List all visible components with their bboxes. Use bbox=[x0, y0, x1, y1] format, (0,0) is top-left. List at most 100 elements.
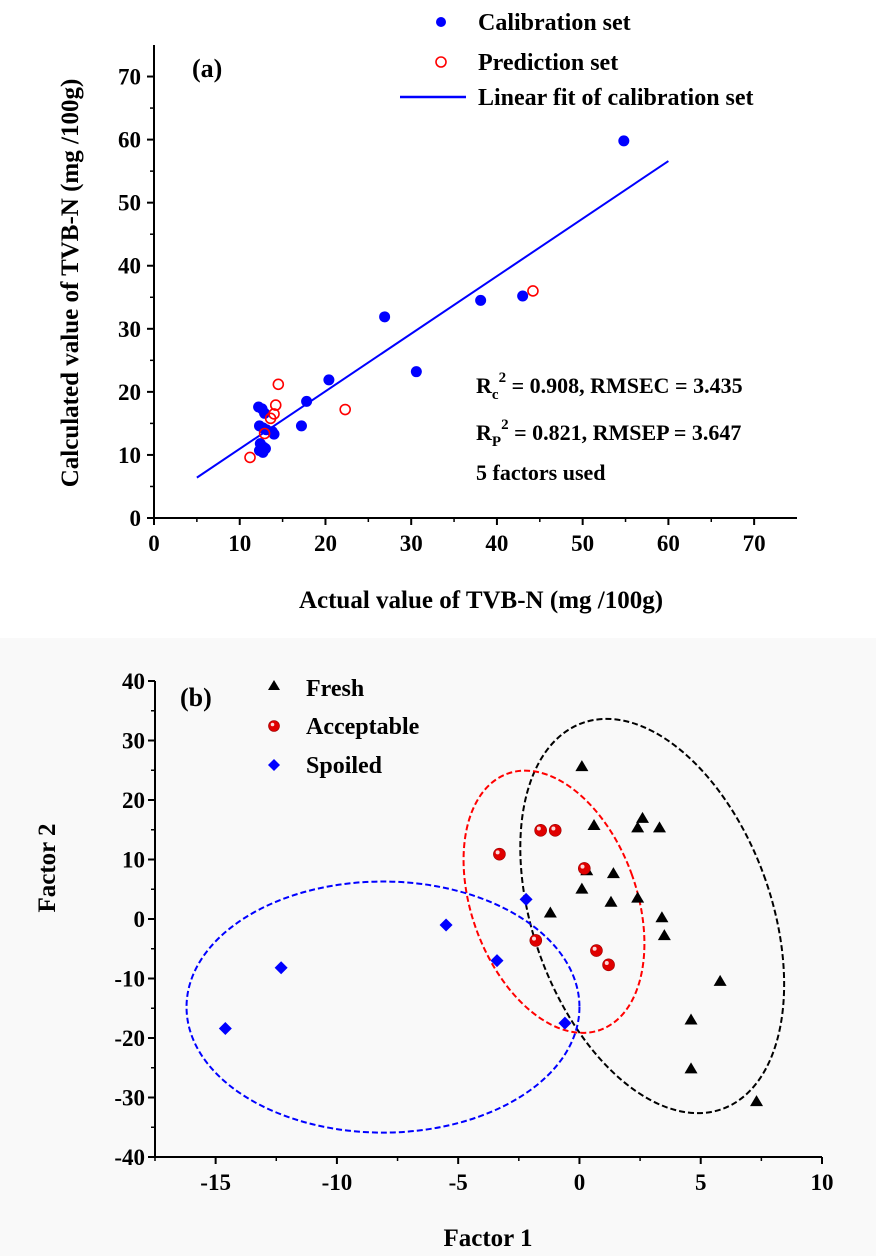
stats-rc2: Rc2 = 0.908, RMSEC = 3.435 bbox=[476, 370, 743, 403]
y-tick-label: -20 bbox=[114, 1026, 145, 1051]
panel-a-stats: Rc2 = 0.908, RMSEC = 3.435 RP2 = 0.821, … bbox=[476, 370, 743, 485]
x-tick-label: 30 bbox=[400, 531, 423, 556]
fresh-point bbox=[636, 811, 650, 823]
stats-rp2-r: R bbox=[476, 420, 493, 445]
legend-fresh-marker bbox=[268, 680, 280, 690]
fresh-point bbox=[604, 895, 618, 907]
calibration-point bbox=[379, 311, 391, 323]
fresh-point bbox=[575, 882, 589, 894]
y-tick-label: 70 bbox=[118, 65, 141, 90]
fresh-point bbox=[631, 891, 645, 903]
y-tick-label: -30 bbox=[114, 1086, 145, 1111]
calibration-point bbox=[268, 428, 280, 440]
calibration-point bbox=[517, 290, 529, 302]
panel-a-points bbox=[196, 135, 669, 479]
acceptable-point-highlight bbox=[551, 826, 556, 831]
panel-b-x-axis-title: Factor 1 bbox=[443, 1225, 532, 1252]
prediction-point bbox=[244, 451, 256, 464]
legend-prediction-label: Prediction set bbox=[478, 50, 618, 76]
panel-b-legend: Fresh Acceptable Spoiled bbox=[268, 676, 420, 779]
y-tick-label: 0 bbox=[130, 506, 142, 531]
calibration-point bbox=[475, 294, 487, 306]
stats-rc2-rest: = 0.908, RMSEC = 3.435 bbox=[506, 373, 743, 398]
prediction-point bbox=[339, 403, 351, 416]
acceptable-point bbox=[548, 824, 562, 837]
spoiled-point bbox=[439, 918, 453, 932]
x-tick-label: -5 bbox=[449, 1170, 468, 1195]
stats-rp2-sub: P bbox=[492, 434, 501, 450]
fresh-point bbox=[750, 1095, 764, 1107]
fresh-point bbox=[587, 818, 601, 830]
calibration-point bbox=[259, 443, 271, 455]
x-tick-label: 60 bbox=[657, 531, 680, 556]
panel-b-group-ellipses bbox=[185, 717, 786, 1134]
x-tick-label: 40 bbox=[485, 531, 508, 556]
y-tick-label: 10 bbox=[118, 443, 141, 468]
legend-acceptable-marker bbox=[268, 720, 280, 732]
panel-b-background bbox=[0, 638, 876, 1256]
calibration-point bbox=[323, 374, 335, 386]
acceptable-point-highlight bbox=[531, 936, 536, 941]
acceptable-point bbox=[529, 934, 543, 947]
x-tick-label: 70 bbox=[743, 531, 766, 556]
acceptable-point-highlight bbox=[536, 826, 541, 831]
stats-rc2-r: R bbox=[476, 373, 493, 398]
fresh-point bbox=[713, 974, 727, 986]
y-tick-label: 60 bbox=[118, 128, 141, 153]
legend-spoiled-marker bbox=[268, 759, 280, 771]
prediction-point bbox=[258, 427, 271, 440]
spoiled-point bbox=[558, 1016, 572, 1030]
fresh-point bbox=[575, 760, 589, 772]
y-tick-label: 0 bbox=[134, 907, 146, 932]
acceptable-point bbox=[493, 847, 506, 861]
fresh-point bbox=[655, 911, 669, 923]
stats-factors: 5 factors used bbox=[476, 460, 606, 485]
panel-a-x-axis-title: Actual value of TVB-N (mg /100g) bbox=[299, 587, 663, 614]
legend-acceptable-label: Acceptable bbox=[306, 714, 420, 740]
y-tick-label: 20 bbox=[122, 788, 145, 813]
stats-rp2-sup: 2 bbox=[501, 417, 509, 433]
panel-a-y-axis-title: Calculated value of TVB-N (mg /100g) bbox=[57, 79, 84, 488]
y-tick-label: 30 bbox=[122, 729, 145, 754]
y-tick-label: 50 bbox=[118, 191, 141, 216]
x-tick-label: -15 bbox=[200, 1170, 231, 1195]
legend-prediction-marker bbox=[435, 56, 447, 68]
y-tick-label: 30 bbox=[118, 317, 141, 342]
x-tick-label: 10 bbox=[811, 1170, 834, 1195]
panel-b-points bbox=[218, 760, 764, 1107]
calibration-point bbox=[259, 407, 271, 419]
acceptable-point-highlight bbox=[592, 946, 597, 951]
acceptable-point-highlight bbox=[604, 961, 609, 966]
calibration-point bbox=[295, 420, 307, 432]
x-tick-label: 10 bbox=[228, 531, 251, 556]
x-tick-label: 5 bbox=[695, 1170, 707, 1195]
fresh-point bbox=[684, 1013, 698, 1025]
legend-fit-label: Linear fit of calibration set bbox=[478, 85, 754, 111]
spoiled-point bbox=[490, 954, 504, 968]
calibration-point bbox=[618, 135, 630, 147]
acceptable-point bbox=[602, 958, 615, 972]
fresh-point bbox=[543, 906, 557, 918]
panel-b-ticks: -15 -10 -5 0 5 10 -40 -30 -20 -10 0 10 20 30 40 bbox=[114, 669, 833, 1195]
x-tick-label: 20 bbox=[314, 531, 337, 556]
x-tick-label: 0 bbox=[574, 1170, 586, 1195]
y-tick-label: 40 bbox=[122, 669, 145, 694]
fresh-point bbox=[657, 929, 671, 941]
legend-calibration-marker bbox=[436, 17, 446, 27]
y-tick-label: 20 bbox=[118, 380, 141, 405]
acceptable-point bbox=[590, 944, 603, 957]
prediction-point bbox=[269, 399, 282, 411]
spoiled-point bbox=[519, 892, 533, 906]
y-tick-label: -10 bbox=[114, 967, 145, 992]
legend-fresh-label: Fresh bbox=[306, 676, 364, 702]
prediction-point bbox=[272, 378, 285, 391]
acceptable-point-highlight bbox=[580, 864, 585, 869]
ellipse-fresh bbox=[519, 717, 786, 1115]
stats-rc2-sup: 2 bbox=[499, 370, 507, 386]
acceptable-point bbox=[534, 824, 547, 837]
panel-a-ticks: 0 10 20 30 40 50 60 70 0 10 20 30 40 50 60 70 bbox=[118, 65, 766, 556]
acceptable-point-highlight bbox=[495, 850, 500, 855]
calibration-point bbox=[410, 366, 422, 378]
prediction-point bbox=[527, 285, 539, 297]
ellipse-spoiled bbox=[185, 880, 581, 1134]
